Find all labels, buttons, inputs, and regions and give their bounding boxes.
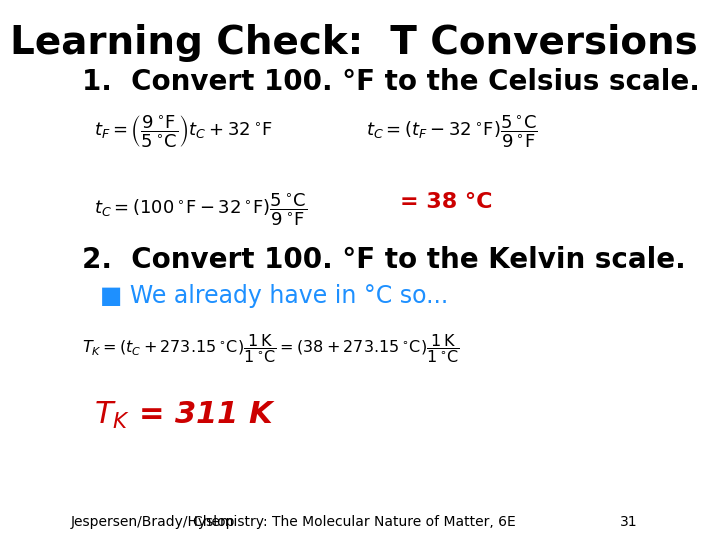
Text: $t_F = \left(\dfrac{9\,{}^{\circ}\mathrm{F}}{5\,{}^{\circ}\mathrm{C}}\right)t_C : $t_F = \left(\dfrac{9\,{}^{\circ}\mathrm… <box>94 113 272 150</box>
Text: $t_C = \left(t_F - 32\,{}^{\circ}\mathrm{F}\right)\dfrac{5\,{}^{\circ}\mathrm{C}: $t_C = \left(t_F - 32\,{}^{\circ}\mathrm… <box>366 113 537 150</box>
Text: 2.  Convert 100. °F to the Kelvin scale.: 2. Convert 100. °F to the Kelvin scale. <box>82 246 686 274</box>
Text: 1.  Convert 100. °F to the Celsius scale.: 1. Convert 100. °F to the Celsius scale. <box>82 68 700 96</box>
Text: $t_C = \left(100\,{}^{\circ}\mathrm{F} - 32\,{}^{\circ}\mathrm{F}\right)\dfrac{5: $t_C = \left(100\,{}^{\circ}\mathrm{F} -… <box>94 192 307 228</box>
Text: ■ We already have in °C so...: ■ We already have in °C so... <box>99 284 448 307</box>
Text: $T_K$ = 311 K: $T_K$ = 311 K <box>94 400 276 431</box>
Text: Chemistry: The Molecular Nature of Matter, 6E: Chemistry: The Molecular Nature of Matte… <box>193 515 516 529</box>
Text: = 38 °C: = 38 °C <box>400 192 493 212</box>
Text: $T_K = \left(t_C + 273.15\,{}^{\circ}\mathrm{C}\right)\dfrac{1\,\mathrm{K}}{1\,{: $T_K = \left(t_C + 273.15\,{}^{\circ}\ma… <box>82 332 460 365</box>
Text: 31: 31 <box>620 515 638 529</box>
Text: Jespersen/Brady/Hyslop: Jespersen/Brady/Hyslop <box>71 515 235 529</box>
Text: Learning Check:  T Conversions: Learning Check: T Conversions <box>10 24 698 62</box>
